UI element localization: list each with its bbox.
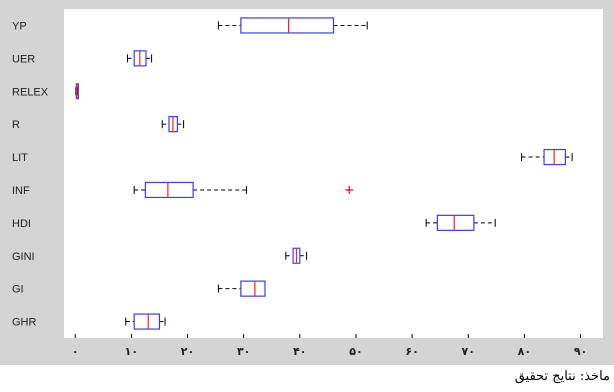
iqr-box xyxy=(240,280,266,297)
category-label: GI xyxy=(12,284,24,296)
tick-label: ۵۰ xyxy=(349,345,362,358)
category-label: HDI xyxy=(12,218,31,230)
boxes-layer xyxy=(75,17,573,330)
box-gini xyxy=(285,247,308,264)
tick-label: ۰ xyxy=(72,345,79,358)
category-label: UER xyxy=(12,53,35,65)
box-inf xyxy=(133,181,354,199)
box-uer xyxy=(126,50,153,67)
tick-label: ۹۰ xyxy=(574,345,587,358)
category-label: R xyxy=(12,119,20,131)
category-labels: YP UER RELEX R LIT INF HDI GINI GI GHR xyxy=(12,20,49,328)
tick-label: ۱۰ xyxy=(125,345,138,358)
tick-label: ۴۰ xyxy=(293,345,306,358)
tick-label: ۳۰ xyxy=(237,345,250,358)
iqr-box xyxy=(240,17,335,34)
category-label: LIT xyxy=(12,152,28,164)
iqr-box xyxy=(436,214,475,231)
iqr-box xyxy=(133,313,161,330)
tick-label: ۶۰ xyxy=(405,345,418,358)
box-relex xyxy=(75,83,79,100)
box-yp xyxy=(217,17,368,34)
box-r xyxy=(161,116,185,133)
tick-label: ۷۰ xyxy=(462,345,475,358)
tick-label: ۲۰ xyxy=(181,345,194,358)
category-label: RELEX xyxy=(12,86,49,98)
category-label: INF xyxy=(12,185,30,197)
chart-figure: YP UER RELEX R LIT INF HDI GINI GI GHR ۰ ۱۰ ۲۰ ۳۰ ۴۰ ۵… xyxy=(0,0,614,365)
category-label: GINI xyxy=(12,251,35,263)
box-ghr xyxy=(125,313,166,330)
category-label: GHR xyxy=(12,317,37,329)
plot-area xyxy=(64,9,603,338)
boxplot-chart: YP UER RELEX R LIT INF HDI GINI GI GHR ۰ ۱۰ ۲۰ ۳۰ ۴۰ ۵… xyxy=(12,9,603,358)
box-hdi xyxy=(425,214,496,231)
x-axis-ticks: ۰ ۱۰ ۲۰ ۳۰ ۴۰ ۵۰ ۶۰ ۷۰ ۸۰ ۹۰ xyxy=(72,334,587,358)
box-gi xyxy=(217,280,266,297)
source-caption: ماخذ: نتایج تحقیق xyxy=(514,369,610,384)
iqr-box xyxy=(144,181,194,199)
box-lit xyxy=(521,148,573,166)
tick-label: ۸۰ xyxy=(518,345,531,358)
category-label: YP xyxy=(12,20,27,32)
